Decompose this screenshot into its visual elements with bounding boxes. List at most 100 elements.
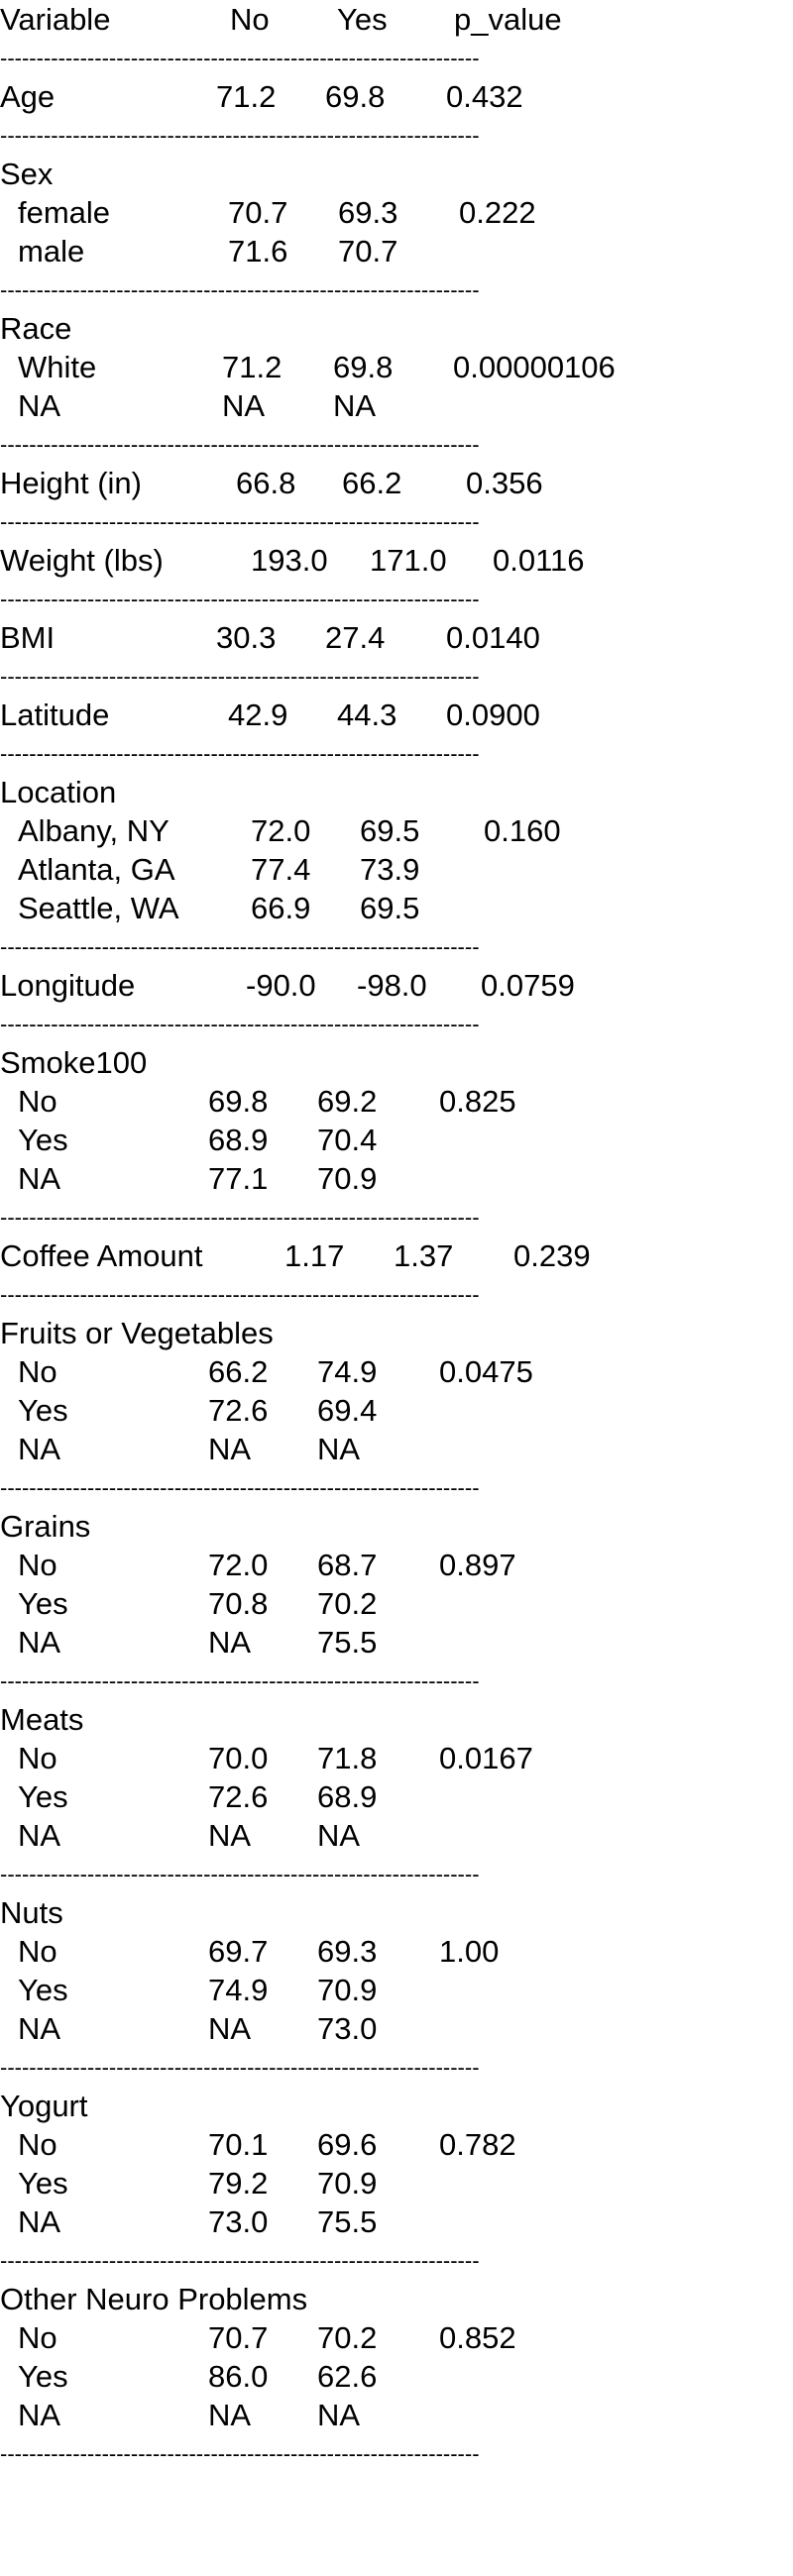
value-no: NA (208, 1818, 252, 1853)
value-yes: 75.5 (317, 1625, 378, 1660)
value-yes: 68.7 (317, 1548, 378, 1582)
value-yes: 70.7 (338, 234, 398, 268)
level-label: Yes (18, 2359, 68, 2394)
value-yes: 69.4 (317, 1393, 378, 1428)
value-yes: 70.2 (317, 2320, 378, 2355)
value-no: 72.6 (208, 1779, 269, 1814)
value-yes: 70.2 (317, 1586, 378, 1621)
value-yes: 44.3 (337, 698, 397, 732)
level-label: No (18, 1084, 57, 1119)
level-label: NA (18, 2204, 61, 2239)
value-no: 42.9 (228, 698, 288, 732)
value-no: 86.0 (208, 2359, 269, 2394)
value-no: 74.9 (208, 1973, 269, 2007)
variable-name: BMI (0, 620, 56, 655)
variable-name: Coffee Amount (0, 1238, 203, 1273)
p-value: 0.0140 (446, 620, 540, 655)
separator-line: ----------------------------------------… (0, 128, 480, 144)
p-value: 0.782 (439, 2127, 516, 2162)
value-no: 73.0 (208, 2204, 269, 2239)
value-no: 66.9 (251, 891, 311, 925)
separator-line: ----------------------------------------… (0, 1867, 480, 1882)
value-yes: 1.37 (394, 1238, 454, 1273)
value-yes: 69.3 (317, 1934, 378, 1969)
value-yes: 62.6 (317, 2359, 378, 2394)
p-value: 0.0900 (446, 698, 540, 732)
value-yes: 69.5 (360, 891, 420, 925)
level-label: NA (18, 1818, 61, 1853)
p-value: 0.160 (484, 813, 561, 848)
p-value: 0.0759 (481, 968, 575, 1003)
level-label: No (18, 2127, 57, 2162)
variable-name: Meats (0, 1702, 84, 1737)
variable-name: Age (0, 79, 56, 114)
level-label: No (18, 1934, 57, 1969)
p-value: 0.239 (513, 1238, 591, 1273)
level-label: White (18, 350, 97, 384)
value-yes: 69.8 (325, 79, 386, 114)
level-label: NA (18, 2011, 61, 2046)
variable-name: Race (0, 311, 72, 346)
p-value: 0.00000106 (453, 350, 616, 384)
value-yes: 73.9 (360, 852, 420, 887)
value-yes: 70.9 (317, 2166, 378, 2200)
variable-name: Yogurt (0, 2089, 88, 2123)
separator-line: ----------------------------------------… (0, 939, 480, 955)
value-no: 70.7 (228, 195, 288, 230)
separator-line: ----------------------------------------… (0, 669, 480, 685)
p-value: 0.0116 (493, 543, 585, 578)
value-no: NA (208, 2011, 252, 2046)
p-value: 0.0167 (439, 1741, 533, 1775)
value-no: 69.7 (208, 1934, 269, 1969)
value-yes: 171.0 (370, 543, 447, 578)
level-label: No (18, 1548, 57, 1582)
variable-name: Location (0, 775, 117, 809)
separator-line: ----------------------------------------… (0, 2253, 480, 2269)
variable-name: Latitude (0, 698, 110, 732)
p-value: 0.825 (439, 1084, 516, 1119)
level-label: female (18, 195, 111, 230)
level-label: NA (18, 1432, 61, 1466)
level-label: No (18, 1741, 57, 1775)
separator-line: ----------------------------------------… (0, 746, 480, 762)
value-yes: 69.2 (317, 1084, 378, 1119)
value-no: 70.0 (208, 1741, 269, 1775)
value-no: 77.4 (251, 852, 311, 887)
level-label: No (18, 1354, 57, 1389)
separator-line: ----------------------------------------… (0, 2060, 480, 2076)
variable-name: Sex (0, 157, 54, 191)
level-label: Yes (18, 1393, 68, 1428)
level-label: male (18, 234, 85, 268)
separator-line: ----------------------------------------… (0, 2446, 480, 2462)
value-yes: 27.4 (325, 620, 386, 655)
value-yes: 71.8 (317, 1741, 378, 1775)
variable-name: Fruits or Vegetables (0, 1316, 274, 1350)
level-label: Seattle, WA (18, 891, 179, 925)
separator-line: ----------------------------------------… (0, 591, 480, 607)
value-yes: 68.9 (317, 1779, 378, 1814)
value-no: 69.8 (208, 1084, 269, 1119)
level-label: Yes (18, 1123, 68, 1157)
variable-name: Nuts (0, 1895, 63, 1930)
value-yes: 70.4 (317, 1123, 378, 1157)
level-label: Yes (18, 1586, 68, 1621)
value-no: 71.6 (228, 234, 288, 268)
value-no: NA (208, 1625, 252, 1660)
value-no: 72.0 (251, 813, 311, 848)
value-no: 77.1 (208, 1161, 269, 1196)
value-yes: 66.2 (342, 466, 402, 500)
p-value: 0.356 (466, 466, 543, 500)
separator-line: ----------------------------------------… (0, 437, 480, 453)
value-no: 66.2 (208, 1354, 269, 1389)
level-label: NA (18, 388, 61, 423)
value-no: 70.8 (208, 1586, 269, 1621)
value-no: 193.0 (251, 543, 328, 578)
value-no: 66.8 (236, 466, 296, 500)
value-yes: 74.9 (317, 1354, 378, 1389)
separator-line: ----------------------------------------… (0, 1480, 480, 1496)
value-yes: 69.6 (317, 2127, 378, 2162)
value-no: 70.7 (208, 2320, 269, 2355)
variable-name: Longitude (0, 968, 136, 1003)
variable-name: Smoke100 (0, 1045, 148, 1080)
